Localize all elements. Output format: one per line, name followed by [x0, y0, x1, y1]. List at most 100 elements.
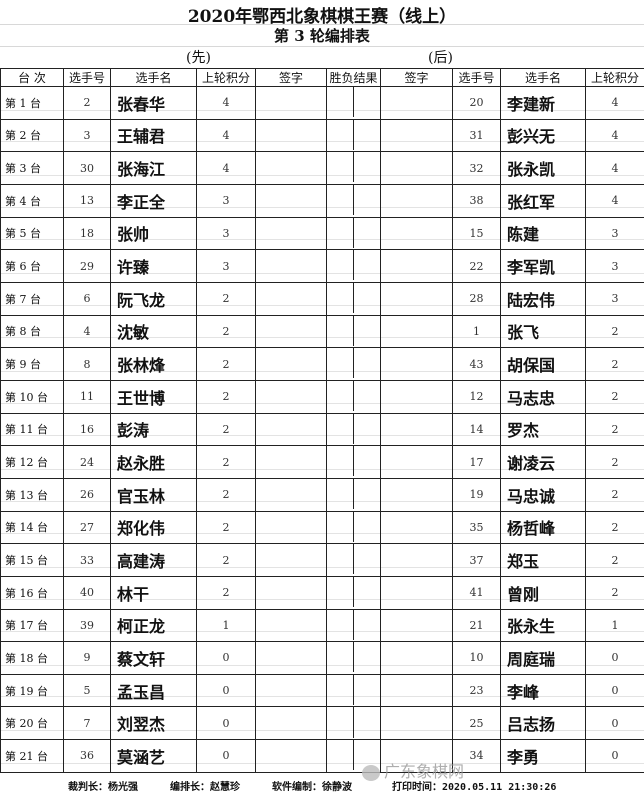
- result-first[interactable]: [328, 381, 354, 412]
- result-second[interactable]: [354, 610, 380, 640]
- second-signature[interactable]: [380, 477, 453, 512]
- first-signature[interactable]: [255, 477, 327, 512]
- result-first[interactable]: [328, 609, 354, 640]
- result-first[interactable]: [328, 250, 354, 281]
- result-cell[interactable]: [326, 543, 381, 577]
- second-signature[interactable]: [380, 739, 453, 773]
- result-second[interactable]: [354, 185, 380, 215]
- result-second[interactable]: [354, 349, 380, 379]
- result-cell[interactable]: [326, 183, 381, 218]
- result-second[interactable]: [354, 381, 380, 411]
- first-signature[interactable]: [255, 379, 327, 414]
- result-first[interactable]: [328, 740, 354, 771]
- result-second[interactable]: [354, 87, 380, 117]
- result-second[interactable]: [354, 675, 380, 705]
- second-signature[interactable]: [380, 510, 453, 545]
- result-cell[interactable]: [326, 216, 381, 251]
- result-first[interactable]: [328, 283, 354, 314]
- result-second[interactable]: [354, 643, 380, 673]
- first-signature[interactable]: [255, 739, 327, 773]
- first-signature[interactable]: [255, 151, 327, 185]
- result-cell[interactable]: [326, 281, 381, 316]
- result-cell[interactable]: [326, 314, 381, 349]
- result-cell[interactable]: [326, 510, 381, 545]
- first-signature[interactable]: [255, 706, 327, 741]
- result-cell[interactable]: [326, 608, 381, 643]
- result-second[interactable]: [354, 218, 380, 248]
- result-first[interactable]: [328, 87, 354, 118]
- first-signature[interactable]: [255, 249, 327, 283]
- result-cell[interactable]: [326, 347, 381, 381]
- result-cell[interactable]: [326, 86, 381, 120]
- result-second[interactable]: [354, 447, 380, 477]
- result-second[interactable]: [354, 153, 380, 183]
- result-first[interactable]: [328, 544, 354, 575]
- second-signature[interactable]: [380, 379, 453, 414]
- first-signature[interactable]: [255, 641, 327, 675]
- first-signature[interactable]: [255, 314, 327, 349]
- second-signature[interactable]: [380, 118, 453, 153]
- second-signature[interactable]: [380, 608, 453, 643]
- first-signature[interactable]: [255, 183, 327, 218]
- result-second[interactable]: [354, 545, 380, 575]
- result-first[interactable]: [328, 218, 354, 248]
- result-first[interactable]: [328, 675, 354, 705]
- result-first[interactable]: [328, 479, 354, 510]
- second-signature[interactable]: [380, 641, 453, 675]
- result-cell[interactable]: [326, 445, 381, 479]
- result-first[interactable]: [328, 446, 354, 477]
- result-second[interactable]: [354, 316, 380, 346]
- result-cell[interactable]: [326, 118, 381, 153]
- second-signature[interactable]: [380, 314, 453, 349]
- first-signature[interactable]: [255, 510, 327, 545]
- result-cell[interactable]: [326, 412, 381, 447]
- result-cell[interactable]: [326, 249, 381, 283]
- second-signature[interactable]: [380, 673, 453, 708]
- result-cell[interactable]: [326, 151, 381, 185]
- first-signature[interactable]: [255, 445, 327, 479]
- result-second[interactable]: [354, 120, 380, 150]
- result-cell[interactable]: [326, 641, 381, 675]
- result-first[interactable]: [328, 120, 354, 150]
- second-signature[interactable]: [380, 445, 453, 479]
- result-first[interactable]: [328, 152, 354, 183]
- result-second[interactable]: [354, 251, 380, 281]
- result-first[interactable]: [328, 316, 354, 346]
- result-first[interactable]: [328, 642, 354, 673]
- result-first[interactable]: [328, 185, 354, 216]
- first-signature[interactable]: [255, 216, 327, 251]
- first-signature[interactable]: [255, 575, 327, 610]
- result-second[interactable]: [354, 708, 380, 738]
- second-signature[interactable]: [380, 347, 453, 381]
- first-signature[interactable]: [255, 608, 327, 643]
- first-signature[interactable]: [255, 86, 327, 120]
- second-signature[interactable]: [380, 575, 453, 610]
- second-signature[interactable]: [380, 86, 453, 120]
- second-signature[interactable]: [380, 543, 453, 577]
- result-second[interactable]: [354, 479, 380, 509]
- second-signature[interactable]: [380, 216, 453, 251]
- result-first[interactable]: [328, 512, 354, 542]
- first-signature[interactable]: [255, 281, 327, 316]
- first-signature[interactable]: [255, 412, 327, 447]
- result-cell[interactable]: [326, 706, 381, 741]
- result-cell[interactable]: [326, 575, 381, 610]
- first-signature[interactable]: [255, 347, 327, 381]
- second-signature[interactable]: [380, 412, 453, 447]
- result-second[interactable]: [354, 283, 380, 313]
- first-signature[interactable]: [255, 543, 327, 577]
- result-cell[interactable]: [326, 379, 381, 414]
- first-signature[interactable]: [255, 673, 327, 708]
- first-signature[interactable]: [255, 118, 327, 153]
- second-signature[interactable]: [380, 281, 453, 316]
- result-first[interactable]: [328, 577, 354, 607]
- result-second[interactable]: [354, 414, 380, 444]
- second-signature[interactable]: [380, 183, 453, 218]
- result-cell[interactable]: [326, 673, 381, 708]
- result-first[interactable]: [328, 707, 354, 738]
- result-first[interactable]: [328, 414, 354, 444]
- second-signature[interactable]: [380, 151, 453, 185]
- second-signature[interactable]: [380, 706, 453, 741]
- result-second[interactable]: [354, 512, 380, 542]
- result-first[interactable]: [328, 348, 354, 379]
